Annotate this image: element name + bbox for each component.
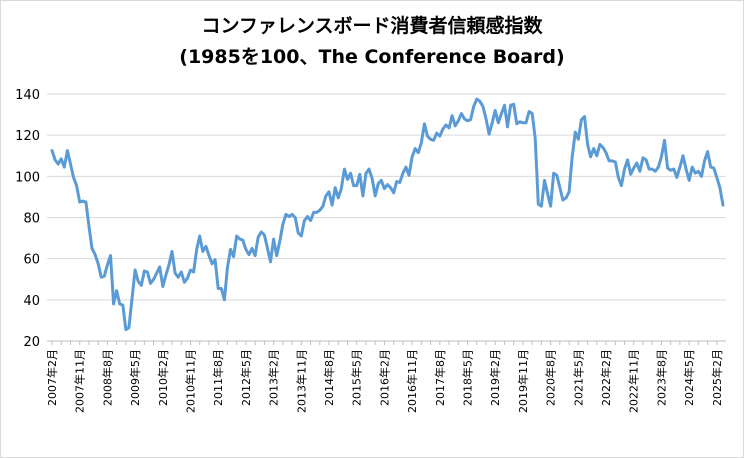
- x-tick-label: 2022年2月: [599, 349, 613, 406]
- x-tick-label: 2009年5月: [128, 349, 142, 406]
- x-tick-label: 2024年5月: [682, 349, 696, 406]
- y-tick-label-40: 40: [23, 294, 40, 309]
- x-tick-label: 2021年5月: [571, 349, 585, 406]
- x-tick-label: 2014年8月: [322, 349, 336, 406]
- x-tick-label: 2019年11月: [516, 349, 530, 413]
- x-tick-label: 2022年11月: [627, 349, 641, 413]
- x-tick-label: 2010年11月: [184, 349, 198, 413]
- x-tick-label: 2019年2月: [488, 349, 502, 406]
- x-tick-label: 2016年2月: [377, 349, 391, 406]
- x-tick-label: 2010年2月: [156, 349, 170, 406]
- series-line: [50, 97, 725, 332]
- x-tick-label: 2011年8月: [211, 349, 225, 406]
- x-tick-label: 2013年11月: [294, 349, 308, 413]
- x-tick-label: 2015年5月: [350, 349, 364, 406]
- y-tick-label-80: 80: [23, 212, 40, 227]
- x-tick-label: 2008年8月: [100, 349, 114, 406]
- x-tick-label: 2007年11月: [73, 349, 87, 413]
- x-tick-label: 2025年2月: [710, 349, 724, 406]
- chart-subtitle: (1985を100、The Conference Board): [179, 46, 565, 68]
- y-tick-label-60: 60: [23, 253, 40, 268]
- x-tick-label: 2017年8月: [433, 349, 447, 406]
- x-tick-label: 2012年5月: [239, 349, 253, 406]
- y-tick-label-20: 20: [23, 335, 40, 350]
- y-tick-label-100: 100: [15, 170, 40, 185]
- x-tick-label: 2018年5月: [461, 349, 475, 406]
- x-tick-label: 2013年2月: [267, 349, 281, 406]
- y-tick-label-140: 140: [15, 88, 40, 103]
- chart-title: コンファレンスボード消費者信頼感指数: [201, 15, 543, 37]
- y-tick-label-120: 120: [15, 129, 40, 144]
- x-tick-label: 2020年8月: [544, 349, 558, 406]
- x-tick-label: 2023年8月: [654, 349, 668, 406]
- x-tick-label: 2007年2月: [45, 349, 59, 406]
- x-tick-label: 2016年11月: [405, 349, 419, 413]
